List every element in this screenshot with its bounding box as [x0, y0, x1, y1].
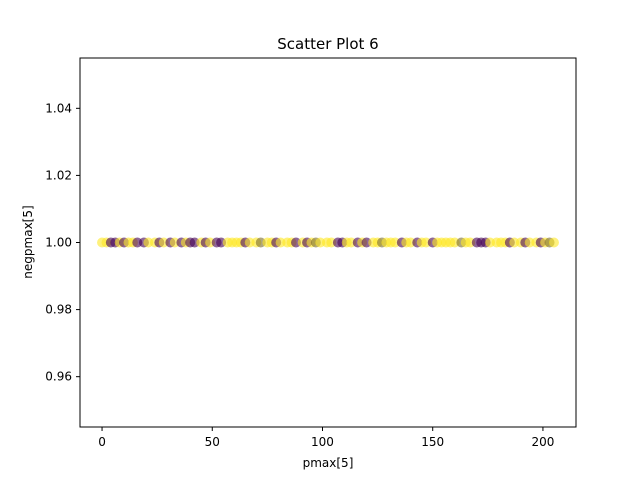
x-tick-label: 200	[531, 435, 554, 449]
y-tick-label: 1.04	[45, 101, 72, 115]
x-tick-label: 100	[311, 435, 334, 449]
x-tick-label: 150	[421, 435, 444, 449]
x-axis-label: pmax[5]	[303, 456, 354, 470]
chart-title: Scatter Plot 6	[277, 35, 378, 53]
y-tick-label: 1.02	[45, 168, 72, 182]
x-tick-label: 0	[98, 435, 106, 449]
scatter-point	[548, 237, 559, 248]
x-tick-label: 50	[205, 435, 220, 449]
y-tick-label: 1.00	[45, 236, 72, 250]
y-tick-label: 0.98	[45, 303, 72, 317]
y-axis-label: negpmax[5]	[21, 205, 35, 278]
points-layer	[97, 237, 559, 248]
plot-frame	[79, 57, 577, 428]
y-tick-label: 0.96	[45, 370, 72, 384]
ticks-layer: 0 50 100 150 200 0.96 0.98 1.00 1.02 1.04	[45, 101, 554, 449]
